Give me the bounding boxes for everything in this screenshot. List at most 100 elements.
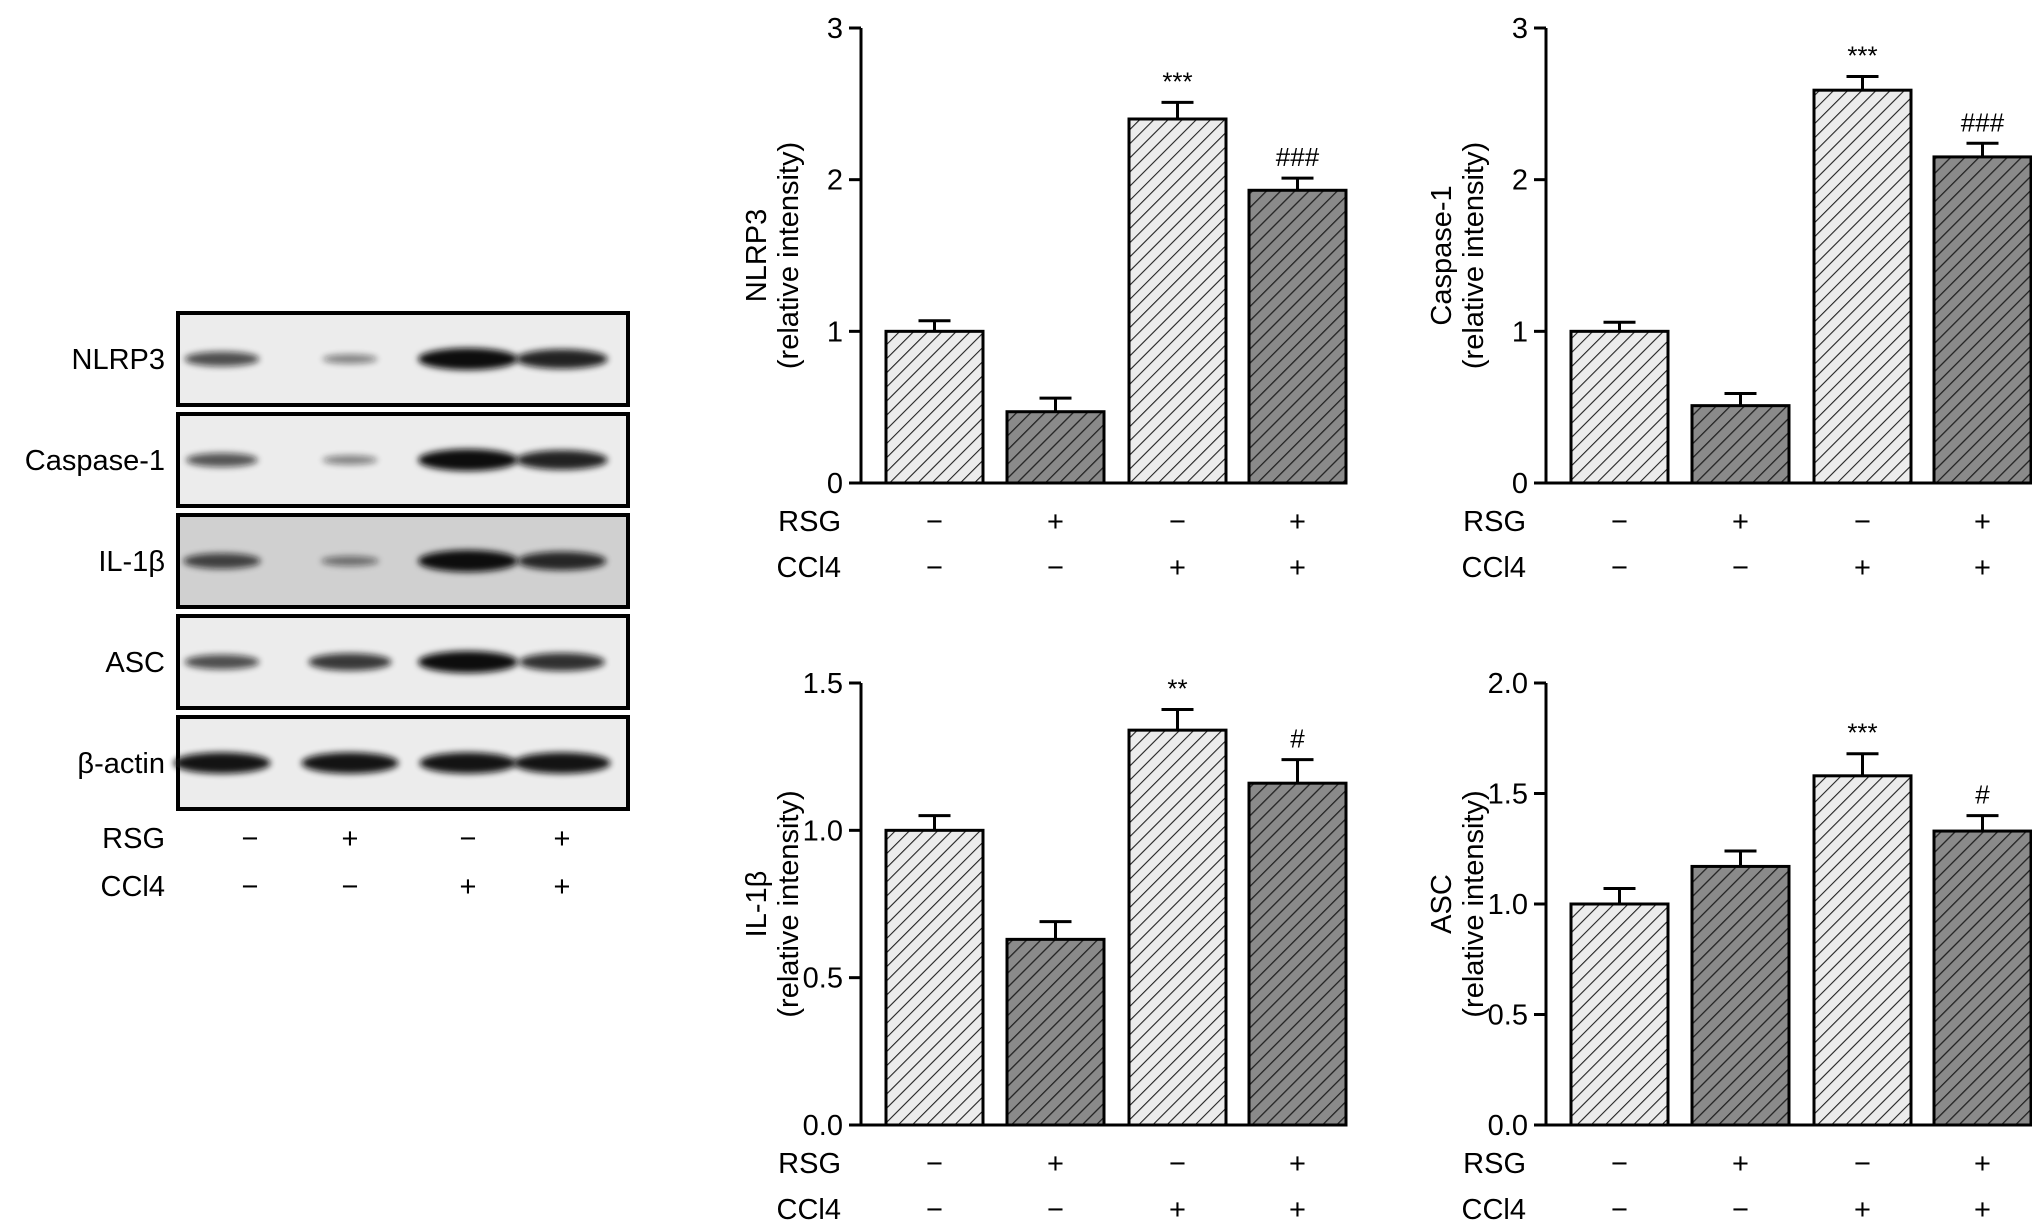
bar <box>1569 329 1670 485</box>
condition-value: − <box>1611 1194 1628 1223</box>
y-tick-label: 0.5 <box>803 963 843 995</box>
condition-value: + <box>1854 552 1871 584</box>
blot-band <box>517 551 607 571</box>
blot-band <box>418 651 518 673</box>
y-tick-label: 2.0 <box>1488 668 1528 700</box>
significance-label: ### <box>1276 142 1320 172</box>
y-axis-label: ASC(relative intensity) <box>1426 790 1490 1017</box>
condition-value: + <box>1974 552 1991 584</box>
condition-label: RSG <box>1463 506 1526 538</box>
condition-value: − <box>926 506 943 538</box>
condition-value: − <box>926 552 943 584</box>
blot-condition-label: RSG <box>102 823 165 855</box>
y-tick-label: 1 <box>827 316 843 348</box>
condition-value: + <box>1047 506 1064 538</box>
significance-label: *** <box>1847 718 1877 748</box>
condition-value: − <box>1169 506 1186 538</box>
condition-value: + <box>1289 1194 1306 1223</box>
chart-panel-1: 0 1 2 3 NLRP3(relative intensity) *** ### RSG − +… <box>741 13 1348 584</box>
y-axis-label-line2: (relative intensity) <box>773 790 805 1017</box>
significance-label: *** <box>1162 66 1192 96</box>
condition-value: + <box>1854 1194 1871 1223</box>
bar <box>1932 155 2032 485</box>
bar <box>1569 902 1670 1127</box>
bar <box>1690 864 1791 1127</box>
y-tick-label: 1.0 <box>1488 889 1528 921</box>
blot-band <box>418 348 518 370</box>
blot-condition-value: − <box>242 823 259 855</box>
significance-label: # <box>1975 780 1990 810</box>
condition-value: + <box>1974 506 1991 538</box>
bar <box>1812 774 1913 1127</box>
blot-band <box>184 351 260 367</box>
bar <box>1812 88 1913 485</box>
y-tick-label: 3 <box>827 13 843 45</box>
condition-value: − <box>1047 552 1064 584</box>
bar <box>1247 781 1348 1127</box>
condition-label: RSG <box>778 506 841 538</box>
condition-value: + <box>1974 1148 1991 1180</box>
condition-value: − <box>1611 1148 1628 1180</box>
bar <box>884 828 985 1127</box>
condition-value: − <box>1732 552 1749 584</box>
bar <box>1690 404 1791 485</box>
y-tick-label: 0 <box>1512 468 1528 500</box>
y-tick-label: 0.5 <box>1488 1000 1528 1032</box>
condition-label: CCl4 <box>777 1194 841 1223</box>
blot-condition-value: − <box>342 871 359 903</box>
bar <box>1005 937 1106 1127</box>
blot-band <box>418 550 518 572</box>
y-axis-label-line1: IL-1β <box>741 871 773 938</box>
blot-condition-value: + <box>554 871 571 903</box>
y-axis-label-line2: (relative intensity) <box>1458 142 1490 369</box>
blot-band <box>301 752 399 774</box>
blot-condition-value: + <box>342 823 359 855</box>
bar <box>884 329 985 485</box>
blot-band <box>183 553 261 569</box>
blot-band <box>322 455 378 465</box>
y-axis-label: IL-1β(relative intensity) <box>741 790 805 1017</box>
y-tick-label: 2 <box>827 165 843 197</box>
blot-label: ASC <box>105 647 165 679</box>
blot-band <box>418 449 518 471</box>
y-axis-label: Caspase-1(relative intensity) <box>1426 142 1490 369</box>
condition-value: + <box>1169 552 1186 584</box>
significance-label: # <box>1290 724 1305 754</box>
blot-condition-value: + <box>554 823 571 855</box>
blot-band <box>186 453 258 467</box>
condition-value: − <box>1854 506 1871 538</box>
condition-value: − <box>1611 552 1628 584</box>
condition-value: + <box>1047 1148 1064 1180</box>
chart-panel-4: 0.0 0.5 1.0 1.5 2.0 ASC(relative intensity) **… <box>1426 668 2032 1223</box>
condition-label: RSG <box>778 1148 841 1180</box>
blot-label: NLRP3 <box>72 344 166 376</box>
y-tick-label: 1.0 <box>803 815 843 847</box>
condition-label: CCl4 <box>1462 552 1526 584</box>
y-axis-label-line1: NLRP3 <box>741 209 773 303</box>
blot-condition-value: + <box>460 871 477 903</box>
blot-band <box>513 752 611 774</box>
y-tick-label: 1 <box>1512 316 1528 348</box>
blot-band <box>322 354 378 364</box>
y-tick-label: 0.0 <box>1488 1110 1528 1142</box>
blot-band <box>516 349 608 369</box>
blot-band <box>184 654 260 670</box>
bar <box>1127 728 1228 1127</box>
condition-value: + <box>1289 552 1306 584</box>
condition-value: − <box>1732 1194 1749 1223</box>
blot-label: β-actin <box>77 748 165 780</box>
y-tick-label: 0.0 <box>803 1110 843 1142</box>
condition-value: + <box>1732 506 1749 538</box>
blot-condition-value: − <box>460 823 477 855</box>
y-axis-label-line1: ASC <box>1426 874 1458 934</box>
blot-label: IL-1β <box>98 546 165 578</box>
condition-value: − <box>1854 1148 1871 1180</box>
y-tick-label: 1.5 <box>803 668 843 700</box>
y-tick-label: 0 <box>827 468 843 500</box>
blot-band <box>321 556 379 566</box>
condition-value: − <box>1047 1194 1064 1223</box>
y-axis-label-line1: Caspase-1 <box>1426 185 1458 325</box>
condition-value: + <box>1169 1194 1186 1223</box>
blot-band <box>516 450 608 470</box>
y-axis-label: NLRP3(relative intensity) <box>741 142 805 369</box>
